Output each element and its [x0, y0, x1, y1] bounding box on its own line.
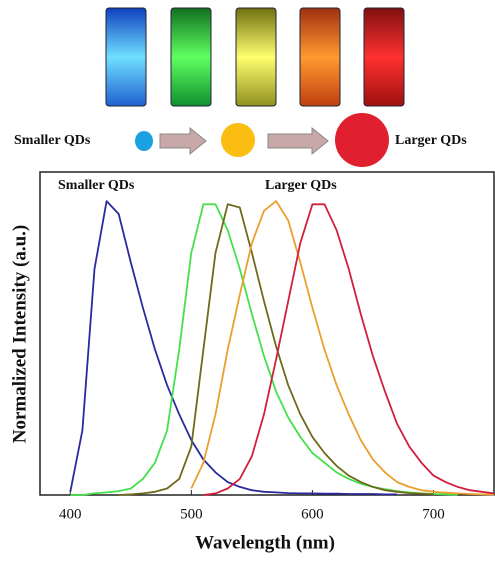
x-tick-label: 400	[59, 506, 82, 522]
schematic-label: Larger QDs	[395, 133, 467, 148]
spectrum-line	[119, 204, 434, 495]
cuvette	[236, 8, 276, 106]
x-tick-label: 600	[301, 506, 324, 522]
cuvette	[300, 8, 340, 106]
spectrum-line	[191, 201, 494, 495]
spectrum-line	[203, 204, 494, 495]
schematic: Smaller QDs Larger QDs	[14, 113, 467, 167]
cuvette	[171, 8, 211, 106]
x-tick-label: 500	[180, 506, 203, 522]
arrow	[160, 128, 206, 154]
page: {"schematic": {"left_label": "Smaller QD…	[0, 0, 495, 556]
annotation: Smaller QDs	[58, 178, 135, 193]
annotation: Larger QDs	[265, 178, 337, 193]
plot-frame	[40, 172, 494, 495]
medium-dot	[221, 123, 255, 157]
schematic-label: Smaller QDs	[14, 133, 91, 148]
spectrum-line	[70, 201, 397, 494]
y-axis-label: Normalized Intensity (a.u.)	[9, 225, 30, 443]
arrow	[268, 128, 328, 154]
cuvettes	[100, 5, 406, 107]
x-axis-label: Wavelength (nm)	[195, 532, 335, 553]
cuvette	[364, 8, 404, 106]
small-dot	[135, 131, 153, 151]
x-tick-label: 700	[422, 506, 445, 522]
large-dot	[335, 113, 389, 167]
cuvette	[106, 8, 146, 106]
figure: Smaller QDs Larger QDs Smaller QDs Large…	[0, 0, 495, 556]
spectrum-line	[70, 204, 457, 495]
